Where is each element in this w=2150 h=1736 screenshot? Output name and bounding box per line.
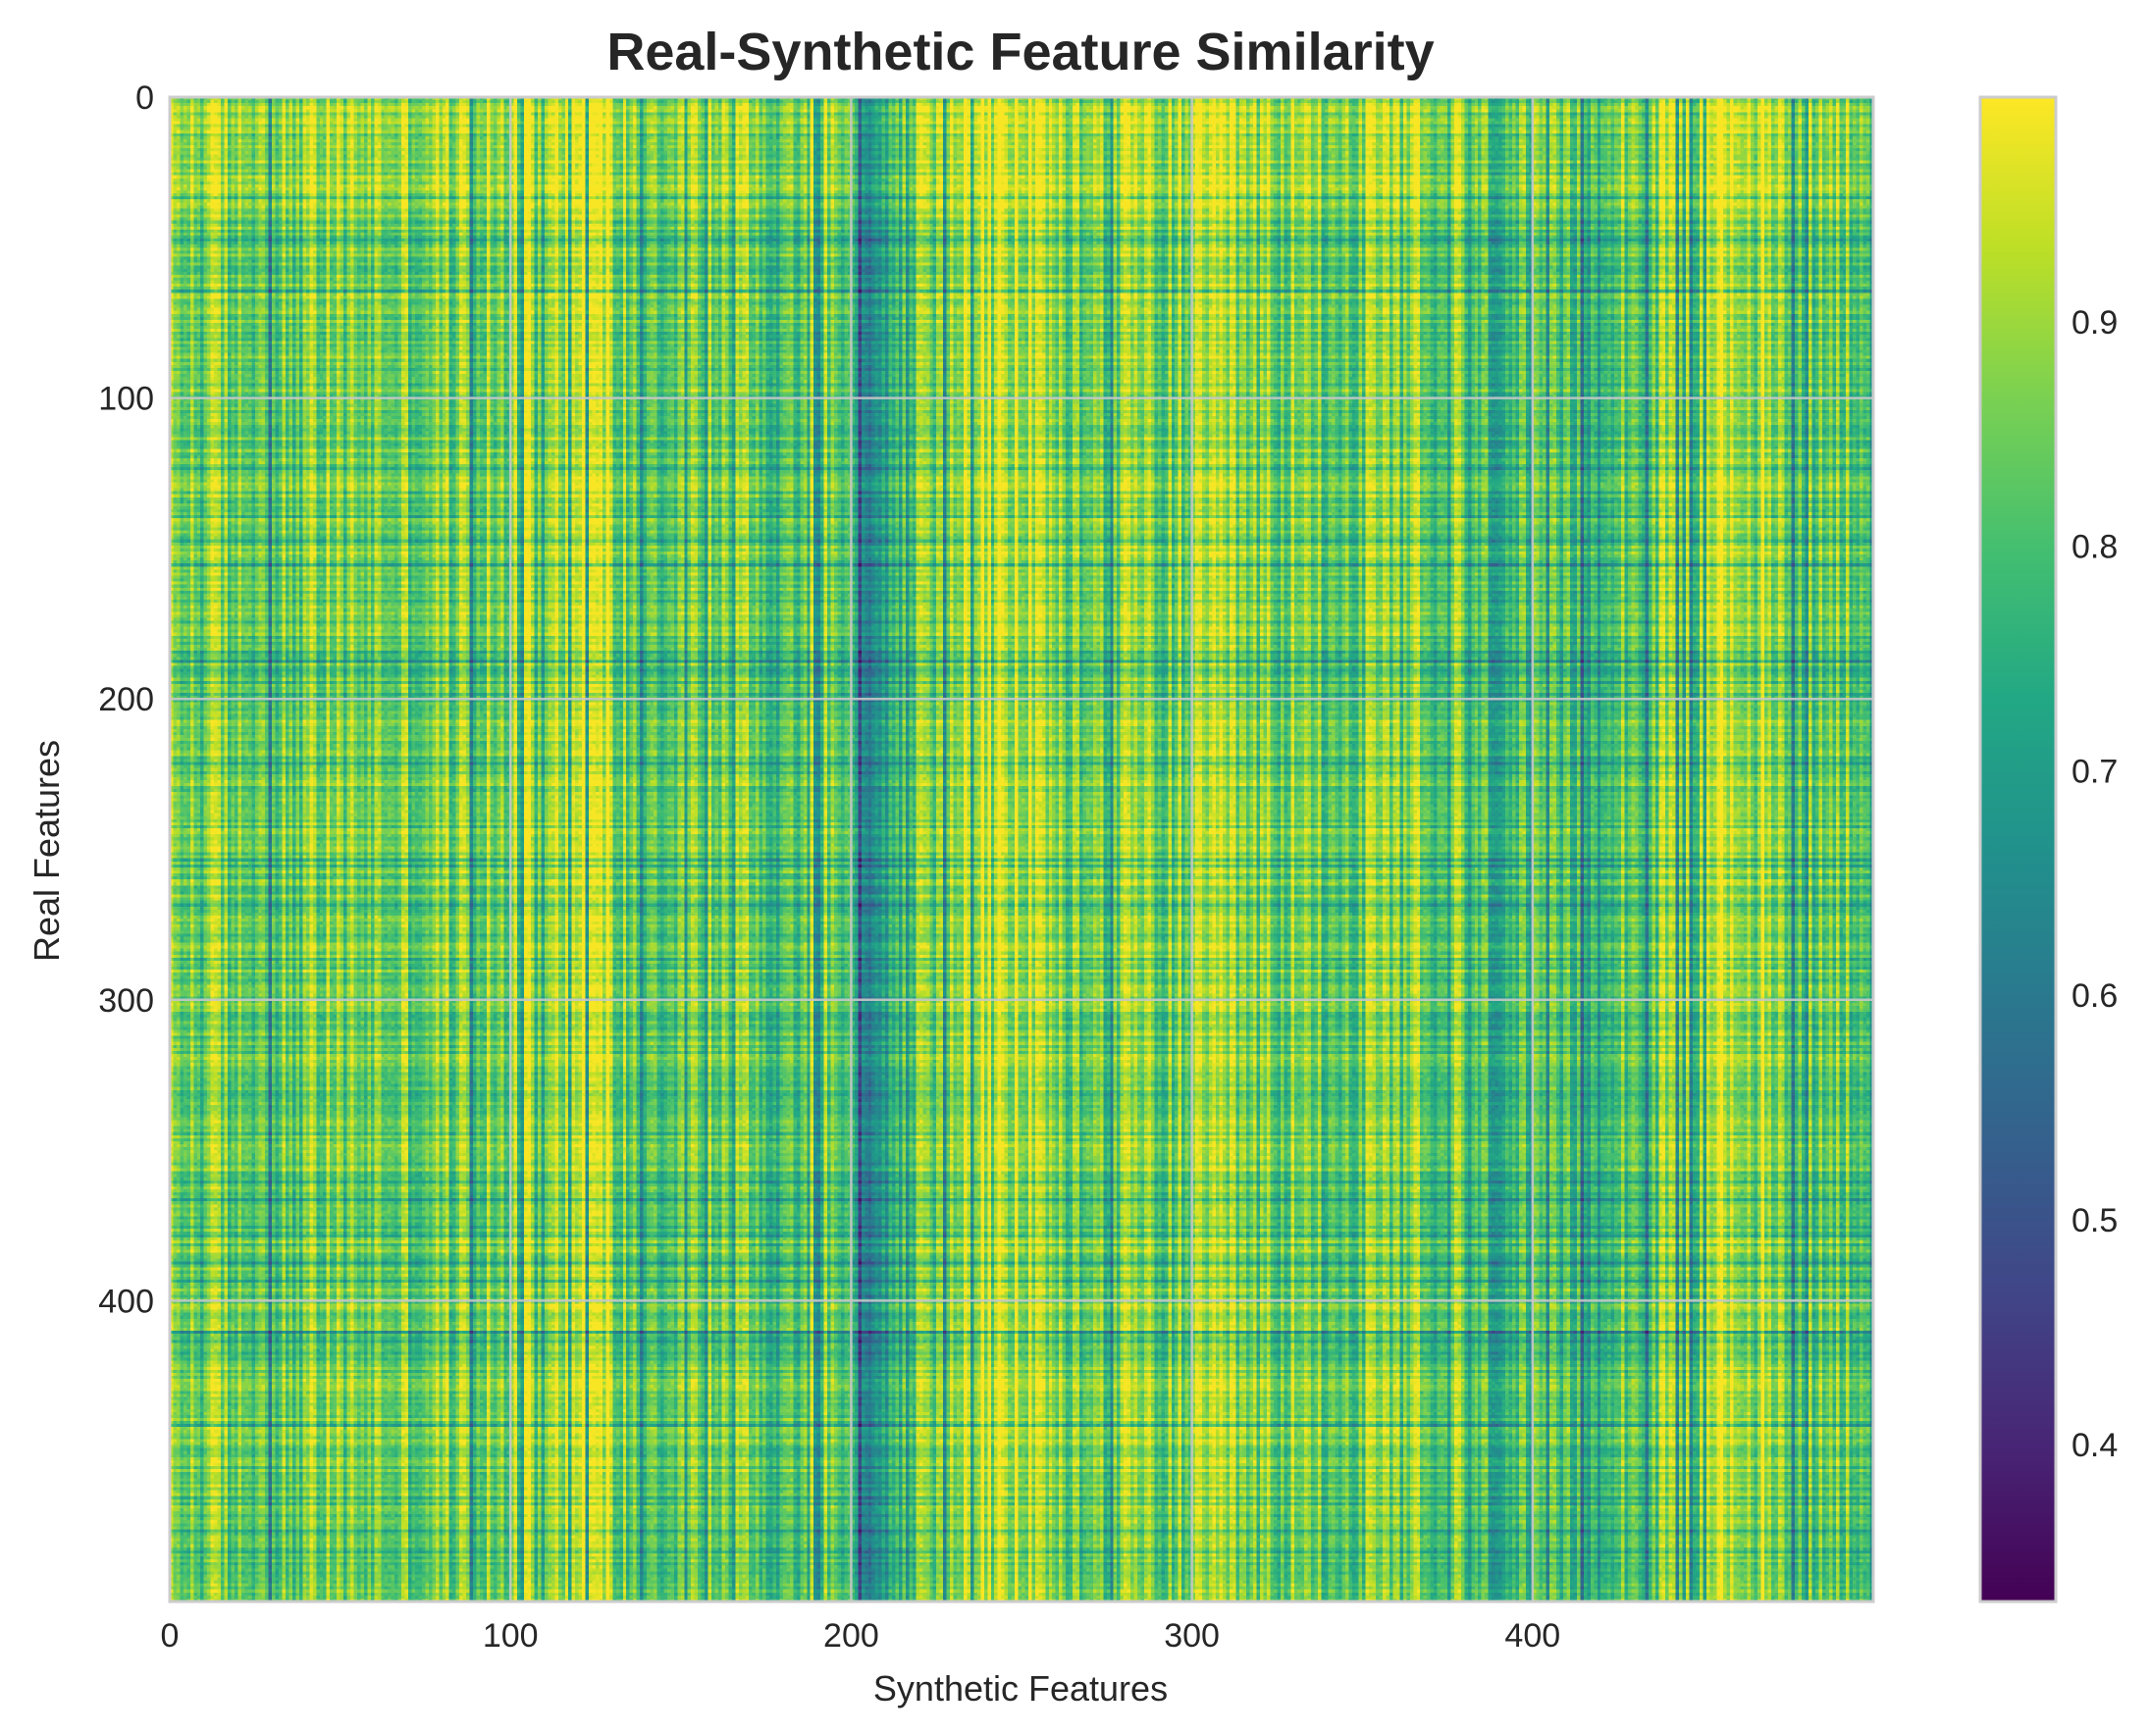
x-tick-label: 400 [1504,1617,1560,1655]
x-tick-label: 0 [161,1617,180,1655]
colorbar-ticks: 0.4 0.5 0.6 0.7 0.8 0.9 [2071,304,2118,1464]
y-tick-label: 200 [98,681,154,718]
colorbar-tick-label: 0.6 [2071,977,2118,1015]
y-tick-label: 300 [98,982,154,1020]
colorbar-tick-label: 0.7 [2071,753,2118,790]
y-tick-label: 400 [98,1283,154,1320]
chart-title: Real-Synthetic Feature Similarity [606,23,1434,81]
colorbar-gradient [1978,95,2058,1604]
plot-area [168,95,1875,1604]
x-axis-label: Synthetic Features [873,1668,1168,1709]
plot-frame [168,95,1875,1604]
colorbar-tick-label: 0.9 [2071,304,2118,342]
colorbar-tick-label: 0.8 [2071,529,2118,566]
x-tick-label: 100 [483,1617,539,1655]
colorbar-tick-label: 0.5 [2071,1202,2118,1239]
colorbar-tick-label: 0.4 [2071,1427,2118,1464]
x-axis-ticks: 0 100 200 300 400 [161,1617,1561,1655]
heatmap-cells [170,97,1873,1602]
x-tick-label: 300 [1164,1617,1220,1655]
colorbar: 0.4 0.5 0.6 0.7 0.8 0.9 [1978,95,2118,1604]
y-axis-ticks: 0 100 200 300 400 [98,79,154,1320]
y-axis-label: Real Features [26,740,67,962]
y-tick-label: 100 [98,381,154,418]
x-tick-label: 200 [823,1617,879,1655]
y-tick-label: 0 [135,79,154,117]
